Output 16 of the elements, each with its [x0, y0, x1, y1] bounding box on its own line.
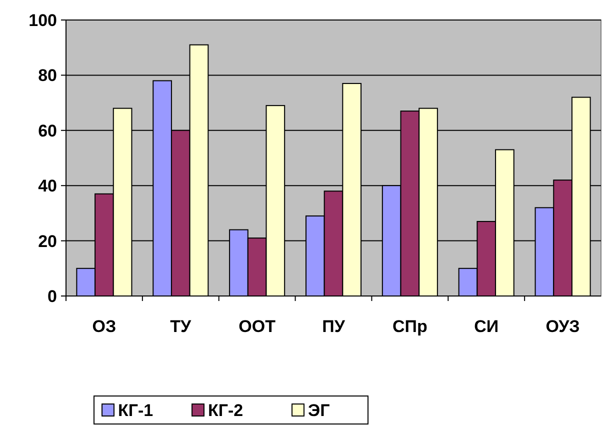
legend-label: КГ-2	[208, 401, 244, 420]
legend-label: КГ-1	[118, 401, 154, 420]
y-tick-label: 80	[38, 66, 57, 86]
y-tick-label: 40	[38, 176, 57, 196]
x-tick-label: ОЗ	[92, 317, 116, 336]
y-tick-label: 20	[38, 232, 57, 251]
x-tick-label: ООТ	[238, 317, 276, 336]
x-tick-label: ПУ	[322, 317, 346, 336]
x-tick-label: СИ	[474, 317, 499, 336]
x-tick-label: ОУЗ	[546, 317, 580, 336]
x-tick-label: ТУ	[170, 317, 192, 336]
y-tick-label: 60	[38, 121, 57, 140]
legend-label: ЭГ	[308, 401, 330, 420]
y-tick-label: 0	[48, 286, 57, 306]
y-tick-label: 100	[28, 10, 57, 30]
x-tick-label: СПр	[392, 317, 428, 336]
